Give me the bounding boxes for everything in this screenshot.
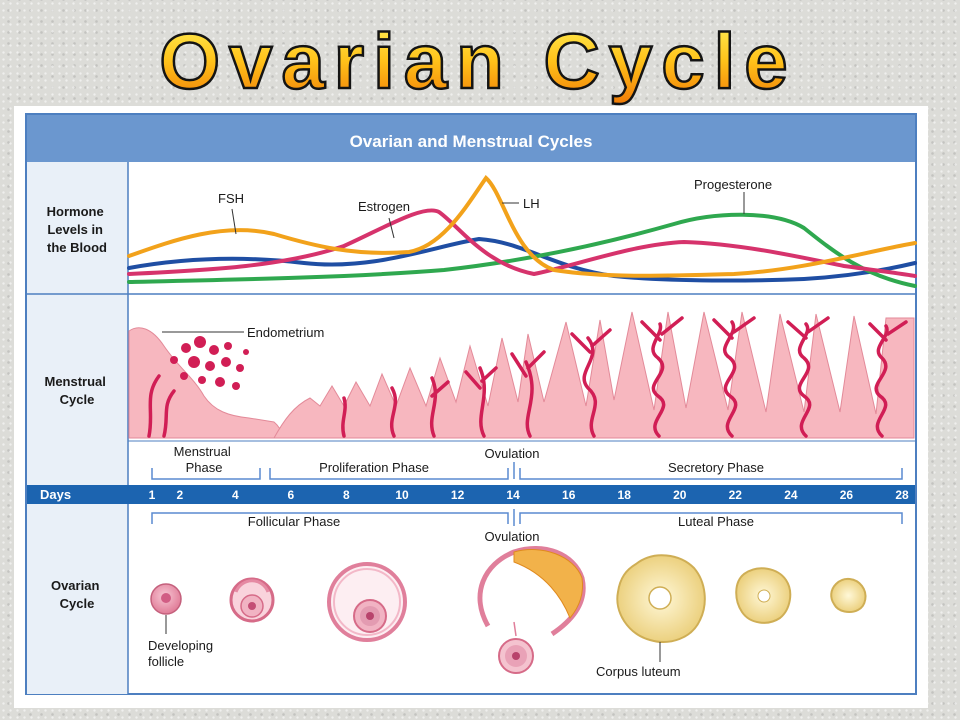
day-tick-2: 2 <box>176 488 183 502</box>
luteal-phase-label: Luteal Phase <box>678 514 754 529</box>
released-oocyte <box>498 638 534 674</box>
proliferation-bracket <box>269 468 509 480</box>
day-tick-14: 14 <box>506 488 520 502</box>
lh-curve <box>127 175 917 278</box>
row-label-hormones-3: the Blood <box>47 240 107 255</box>
day-tick-12: 12 <box>451 488 465 502</box>
row-label-ovarian-2: Cycle <box>60 596 95 611</box>
menstrual-bracket <box>151 468 261 480</box>
row-label-ovarian: Ovarian Cycle <box>51 578 103 611</box>
day-tick-16: 16 <box>562 488 576 502</box>
estrogen-label: Estrogen <box>358 199 410 214</box>
day-tick-6: 6 <box>288 488 295 502</box>
corpus-luteum-label: Corpus luteum <box>596 664 681 679</box>
secretory-bracket <box>519 468 903 480</box>
follicle-stage-1 <box>150 583 182 615</box>
diagram-header: Ovarian and Menstrual Cycles <box>350 132 593 151</box>
spiral-vessels <box>147 316 908 438</box>
days-label: Days <box>40 487 71 502</box>
progesterone-curve <box>127 212 917 288</box>
menstrual-phase-label-1: Menstrual <box>174 444 231 459</box>
diagram-header-bar <box>27 115 915 162</box>
secretory-phase-label: Secretory Phase <box>668 460 764 475</box>
slide-title-graphic: Ovarian Cycle <box>158 16 796 107</box>
day-tick-18: 18 <box>618 488 632 502</box>
row-label-hormones-1: Hormone <box>47 204 104 219</box>
day-tick-10: 10 <box>395 488 409 502</box>
day-tick-4: 4 <box>232 488 239 502</box>
fsh-leader <box>231 208 237 235</box>
ruptured-follicle <box>477 546 586 637</box>
day-tick-20: 20 <box>673 488 687 502</box>
follicular-phase-label: Follicular Phase <box>248 514 341 529</box>
follicular-bracket <box>151 512 509 524</box>
day-tick-22: 22 <box>729 488 743 502</box>
day-ticks: 1 2 4 6 8 10 12 14 16 18 20 22 24 26 28 <box>149 488 909 502</box>
ovarian-phase-brackets <box>151 509 903 526</box>
row-label-hormones: Hormone Levels in the Blood <box>47 204 108 255</box>
corpus-albicans <box>830 578 867 613</box>
progesterone-label: Progesterone <box>694 177 772 192</box>
row-label-menstrual-2: Cycle <box>60 392 95 407</box>
developing-follicle-label-2: follicle <box>148 654 184 669</box>
menstrual-phase-label: Menstrual Phase <box>174 444 235 475</box>
corpus-luteum-large <box>616 554 706 662</box>
endometrium-tissue <box>128 311 915 439</box>
endometrium-label: Endometrium <box>247 325 324 340</box>
label-column <box>27 162 128 694</box>
hormone-curves <box>127 175 917 288</box>
ovulation-label-ovarian: Ovulation <box>485 529 540 544</box>
days-bar <box>27 485 915 504</box>
day-tick-1: 1 <box>149 488 156 502</box>
proliferation-phase-label: Proliferation Phase <box>319 460 429 475</box>
lh-label: LH <box>523 196 540 211</box>
developing-follicle-label: Developing follicle <box>148 638 217 669</box>
row-label-menstrual-1: Menstrual <box>44 374 105 389</box>
corpus-luteum-medium <box>735 567 792 624</box>
follicle-stage-3 <box>327 562 407 642</box>
slide-title: Ovarian Cycle <box>159 17 796 105</box>
developing-follicle-label-1: Developing <box>148 638 213 653</box>
hormone-leaders <box>231 192 745 239</box>
follicle-stage-2 <box>229 577 275 623</box>
luteal-bracket <box>519 512 903 524</box>
ovulation-label-uterine: Ovulation <box>485 446 540 461</box>
estrogen-leader <box>388 217 395 239</box>
menstrual-phase-label-2: Phase <box>186 460 223 475</box>
uterine-phase-brackets <box>151 462 903 480</box>
shed-fragments <box>170 336 249 390</box>
fsh-label: FSH <box>218 191 244 206</box>
row-label-hormones-2: Levels in <box>47 222 103 237</box>
day-tick-28: 28 <box>895 488 909 502</box>
row-label-menstrual: Menstrual Cycle <box>44 374 109 407</box>
diagram-panel: Ovarian and Menstrual Cycles Hormone Lev… <box>14 106 928 708</box>
day-tick-8: 8 <box>343 488 350 502</box>
day-tick-24: 24 <box>784 488 798 502</box>
day-tick-26: 26 <box>840 488 854 502</box>
row-label-ovarian-1: Ovarian <box>51 578 99 593</box>
ovarian-menstrual-diagram: Ovarian and Menstrual Cycles Hormone Lev… <box>25 113 917 695</box>
